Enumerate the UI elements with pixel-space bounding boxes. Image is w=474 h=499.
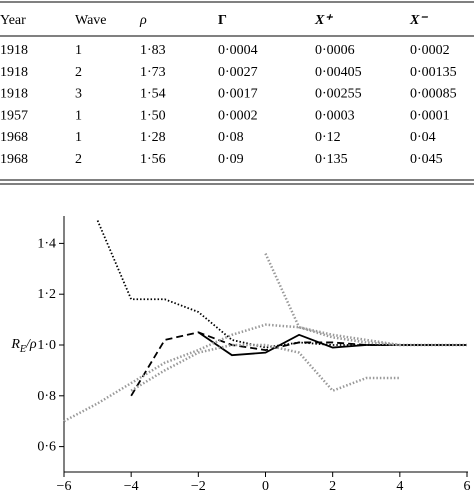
table-cell: 0·045 [410, 152, 443, 167]
y-tick-label: 1·2 [37, 287, 56, 302]
series-line [63, 323, 467, 423]
column-header: Wave [75, 13, 107, 28]
column-header: X⁻ [409, 13, 428, 28]
column-header: Year [0, 13, 26, 28]
table-cell: 1968 [0, 130, 28, 145]
y-tick-label: 1·0 [37, 338, 56, 353]
table-cell: 0·00085 [410, 87, 457, 102]
table-cell: 0·0001 [410, 108, 450, 123]
y-tick-label: 0·6 [37, 440, 56, 455]
series-line [264, 253, 401, 347]
x-tick-label: −6 [57, 479, 72, 494]
table-cell: 1968 [0, 152, 28, 167]
y-tick-label: 1·4 [37, 236, 56, 251]
table-cell: 1 [75, 43, 82, 58]
column-header: X⁺ [314, 13, 333, 28]
table-cell: 0·0006 [315, 43, 355, 58]
table-cell: 3 [75, 87, 82, 102]
table-cell: 1·83 [140, 43, 166, 58]
table-cell: 0·08 [218, 130, 244, 145]
x-tick-label: 4 [396, 479, 403, 494]
column-header: ρ [139, 13, 147, 28]
column-header: Γ [218, 13, 227, 28]
table-cell: 1 [75, 130, 82, 145]
table-cell: 1918 [0, 43, 28, 58]
table-cell: 1·73 [140, 65, 166, 80]
series-line [130, 331, 467, 397]
table-cell: 1918 [0, 87, 28, 102]
table-cell: 1·54 [140, 87, 166, 102]
table-cell: 1918 [0, 65, 28, 80]
table-cell: 0·00135 [410, 65, 457, 80]
table-cell: 0·0027 [218, 65, 258, 80]
series-line [96, 220, 467, 349]
table-cell: 0·0003 [315, 108, 355, 123]
table-cell: 0·0002 [410, 43, 450, 58]
x-tick-label: −4 [124, 479, 139, 494]
table-cell: 0·00255 [315, 87, 362, 102]
table-cell: 0·12 [315, 130, 341, 145]
table-cell: 1957 [0, 108, 28, 123]
table-cell: 0·0002 [218, 108, 258, 123]
table-cell: 1·56 [140, 152, 166, 167]
x-tick-label: −2 [191, 479, 206, 494]
table-cell: 1·50 [140, 108, 166, 123]
table-cell: 1·28 [140, 130, 166, 145]
x-tick-label: 6 [464, 479, 471, 494]
table-cell: 1 [75, 108, 82, 123]
table-cell: 0·00405 [315, 65, 362, 80]
table-cell: 2 [75, 152, 82, 167]
x-tick-label: 0 [262, 479, 269, 494]
table-cell: 2 [75, 65, 82, 80]
table-cell: 0·04 [410, 130, 436, 145]
y-label: RE/ρ [10, 337, 37, 355]
series-line [197, 331, 467, 357]
x-tick-label: 2 [329, 479, 336, 494]
table-cell: 0·0004 [218, 43, 258, 58]
y-tick-label: 0·8 [37, 389, 56, 404]
table-cell: 0·135 [315, 152, 348, 167]
table-cell: 0·09 [218, 152, 244, 167]
table-cell: 0·0017 [218, 87, 258, 102]
